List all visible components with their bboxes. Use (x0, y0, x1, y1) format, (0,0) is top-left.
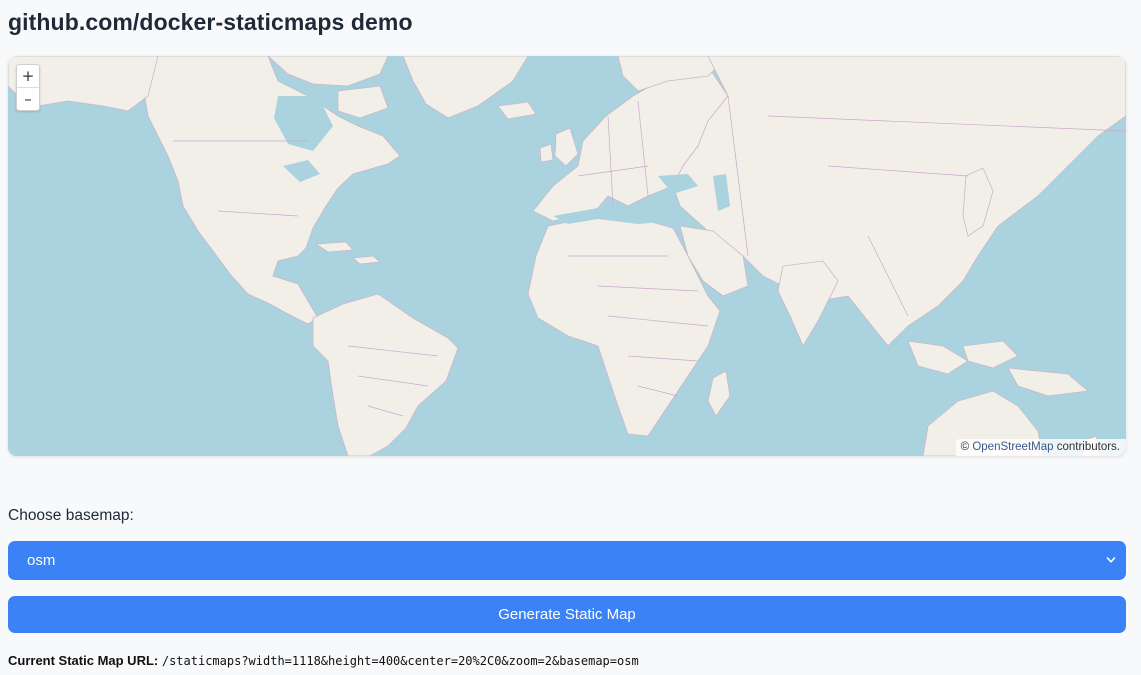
basemap-label: Choose basemap: (8, 507, 134, 524)
chevron-down-icon (1106, 557, 1116, 563)
zoom-control: + – (16, 64, 40, 111)
landmass-greenland (402, 56, 529, 119)
landmass-north-america (142, 56, 401, 325)
attribution-suffix: contributors. (1053, 441, 1120, 453)
landmass-africa (527, 215, 721, 437)
landmass-south-america (312, 293, 459, 456)
url-value: /staticmaps?width=1118&height=400&center… (161, 654, 639, 668)
page-title: github.com/docker-staticmaps demo (8, 9, 413, 35)
attribution-prefix: © (960, 441, 973, 453)
generate-static-map-button[interactable]: Generate Static Map (8, 596, 1126, 633)
url-label: Current Static Map URL: (8, 653, 159, 668)
map-attribution: © OpenStreetMap contributors. (955, 439, 1126, 456)
map-view[interactable]: + – © OpenStreetMap contributors. (8, 56, 1126, 456)
static-map-url: Current Static Map URL: /staticmaps?widt… (8, 653, 639, 668)
basemap-select[interactable]: osm (8, 541, 1126, 580)
landmass-arctic-islands (267, 56, 389, 87)
openstreetmap-link[interactable]: OpenStreetMap (972, 441, 1054, 453)
zoom-in-button[interactable]: + (21, 67, 35, 85)
zoom-out-button[interactable]: – (17, 87, 39, 110)
world-map[interactable] (8, 56, 1126, 456)
basemap-selected-value: osm (27, 552, 56, 569)
